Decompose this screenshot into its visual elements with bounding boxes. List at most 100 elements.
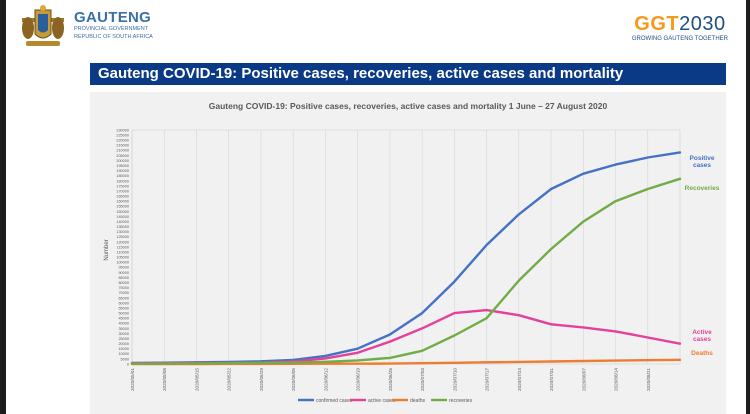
right-label-confirmed-cases: Positive cases	[690, 155, 715, 169]
y-tick-label: 95000	[118, 266, 129, 270]
legend-label-deaths: deaths	[410, 398, 426, 404]
legend-label-confirmed-cases: confirmed cases	[316, 398, 353, 404]
data-point	[550, 360, 552, 363]
y-tick-label: 145000	[116, 215, 129, 219]
data-point	[324, 354, 327, 357]
data-point	[131, 362, 133, 365]
y-tick-label: 40000	[118, 322, 129, 326]
y-tick-label: 165000	[116, 195, 129, 199]
y-tick-label: 55000	[118, 306, 129, 310]
y-tick-label: 120000	[116, 240, 129, 244]
data-point	[356, 359, 359, 362]
title-banner: Gauteng COVID-19: Positive cases, recove…	[90, 63, 726, 85]
data-point	[679, 177, 681, 180]
data-point	[453, 312, 456, 315]
y-tick-label: 105000	[116, 256, 129, 260]
y-tick-label: 130000	[116, 230, 129, 234]
y-tick-label: 20000	[118, 342, 129, 346]
y-tick-label: 100000	[116, 261, 129, 265]
data-point	[485, 309, 488, 311]
right-label-recoveries: Recoveries	[685, 185, 720, 192]
data-point	[550, 248, 552, 250]
data-point	[421, 349, 424, 352]
y-tick-label: 80000	[118, 281, 129, 285]
y-tick-label: 230000	[116, 128, 129, 132]
y-tick-label: 65000	[118, 296, 129, 300]
x-tick-label: 2020/06/12	[323, 368, 328, 391]
slide: GAUTENG PROVINCIAL GOVERNMENT REPUBLIC O…	[6, 0, 746, 414]
data-point	[421, 327, 424, 330]
ggt-logo-year: 2030	[679, 13, 726, 35]
data-point	[517, 213, 520, 216]
data-point	[679, 358, 681, 361]
data-point	[324, 360, 327, 363]
data-point	[582, 172, 585, 175]
x-tick-label: 2020/07/31	[549, 368, 554, 391]
data-point	[614, 200, 617, 203]
x-tick-label: 2020/08/07	[581, 368, 586, 391]
data-point	[646, 359, 649, 362]
y-tick-label: 125000	[116, 235, 129, 239]
org-sub1: PROVINCIAL GOVERNMENT	[74, 26, 149, 32]
y-tick-label: 10000	[118, 352, 129, 356]
y-tick-label: 90000	[118, 271, 129, 275]
data-point	[485, 244, 488, 246]
data-point	[260, 361, 262, 364]
data-point	[421, 362, 424, 365]
y-tick-labels: 0500010000150002000025000300003500040000…	[116, 128, 129, 366]
grid	[131, 129, 681, 365]
data-point	[195, 362, 198, 365]
data-point	[550, 323, 552, 326]
data-point	[517, 360, 520, 363]
y-tick-label: 190000	[116, 169, 129, 173]
y-tick-label: 220000	[116, 139, 129, 143]
data-point	[388, 356, 391, 359]
y-tick-label: 180000	[116, 179, 129, 183]
legend: confirmed cases active cases deaths recover…	[298, 398, 473, 404]
data-point	[421, 312, 424, 315]
chart: Gauteng COVID-19: Positive cases, recove…	[90, 92, 726, 414]
y-tick-label: 15000	[118, 347, 129, 351]
y-tick-label: 110000	[117, 250, 129, 254]
right-label-active-cases: Active cases	[692, 329, 712, 343]
data-point	[324, 357, 327, 360]
data-point	[485, 317, 488, 320]
y-tick-label: 200000	[116, 159, 129, 163]
data-point	[646, 156, 649, 159]
data-point	[163, 362, 166, 365]
data-point	[485, 361, 488, 364]
y-tick-label: 150000	[116, 210, 129, 214]
coat-of-arms-icon	[22, 5, 64, 46]
chart-title: Gauteng COVID-19: Positive cases, recove…	[209, 101, 608, 111]
y-tick-label: 115000	[117, 245, 129, 249]
data-point	[646, 188, 649, 190]
y-tick-label: 45000	[118, 317, 129, 321]
right-series-labels: Positive cases Active cases Deaths Recoveries	[685, 155, 720, 357]
data-point	[453, 361, 456, 364]
org-name-block: GAUTENG PROVINCIAL GOVERNMENT REPUBLIC O…	[74, 10, 153, 40]
ggt-tagline: GROWING GAUTENG TOGETHER	[631, 36, 728, 42]
y-tick-label: 5000	[121, 357, 129, 361]
data-point	[356, 351, 359, 354]
data-point	[356, 347, 359, 350]
data-point	[614, 163, 617, 166]
data-point	[550, 188, 552, 190]
x-tick-label: 2020/07/17	[485, 368, 490, 391]
y-tick-label: 170000	[116, 189, 129, 193]
data-point	[679, 151, 681, 154]
y-tick-label: 75000	[118, 286, 129, 290]
data-point	[646, 336, 649, 339]
y-tick-label: 30000	[118, 332, 129, 336]
x-tick-label: 2020/08/21	[646, 368, 651, 391]
y-tick-label: 50000	[118, 312, 129, 316]
data-point	[679, 342, 681, 345]
data-point	[324, 362, 327, 365]
legend-label-active-cases: active cases	[368, 398, 396, 404]
series-lines	[130, 151, 682, 366]
x-tick-label: 2020/05/08	[162, 368, 167, 391]
y-tick-label: 85000	[118, 276, 129, 280]
x-tick-label: 2020/05/15	[194, 368, 199, 391]
data-point	[453, 280, 456, 283]
data-point	[356, 362, 359, 365]
x-tick-label: 2020/07/03	[420, 368, 425, 391]
